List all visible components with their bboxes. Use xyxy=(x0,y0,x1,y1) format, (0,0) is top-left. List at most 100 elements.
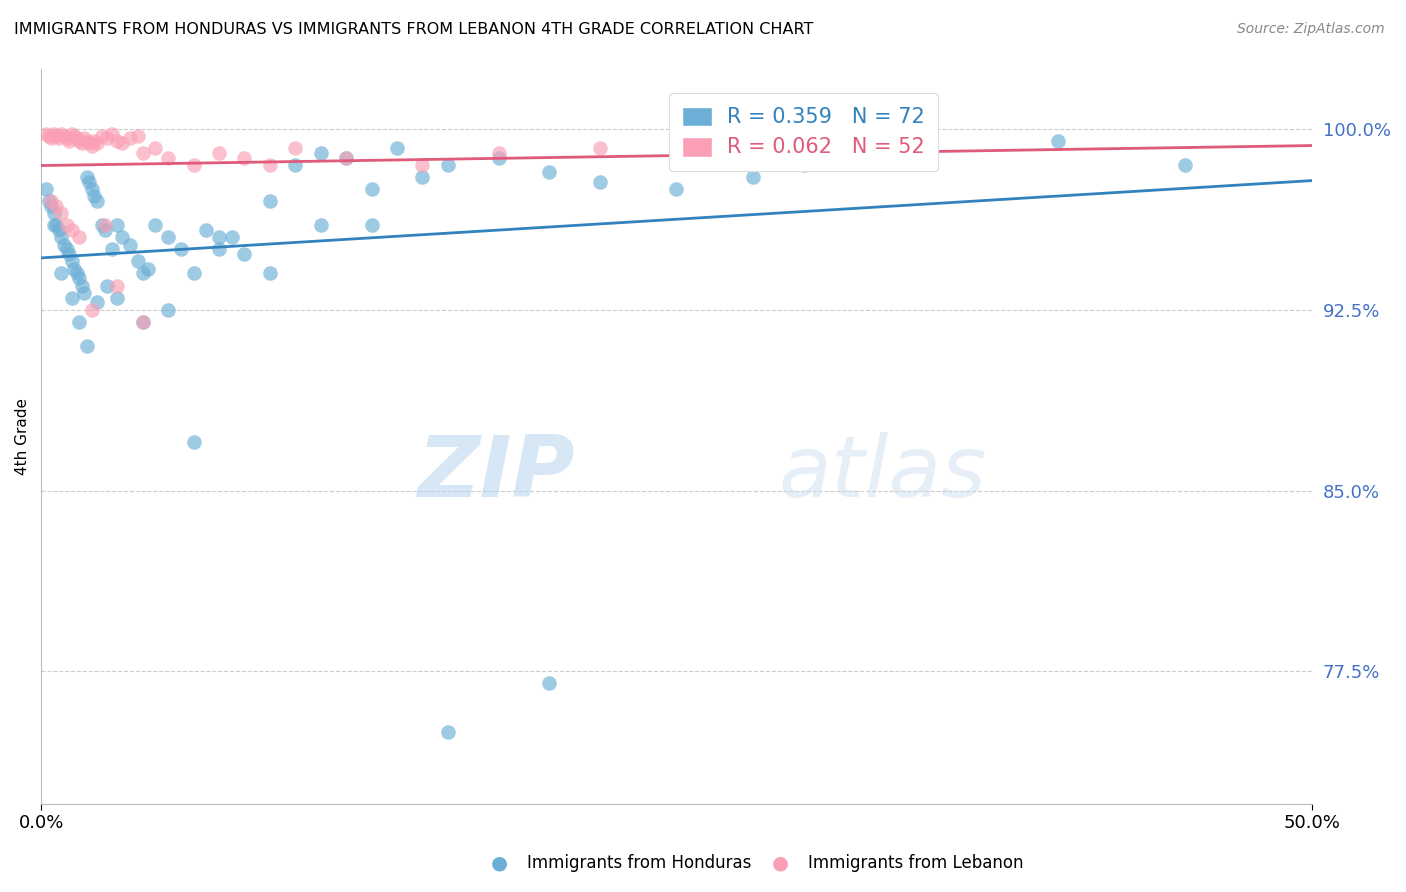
Point xyxy=(63,261,86,276)
Point xyxy=(67,230,90,244)
Point xyxy=(73,131,96,145)
Point xyxy=(53,129,76,144)
Point xyxy=(411,169,433,184)
Point xyxy=(39,199,62,213)
Point xyxy=(208,230,231,244)
Point xyxy=(741,169,763,184)
Point xyxy=(83,134,105,148)
Point xyxy=(45,129,67,144)
Point xyxy=(42,127,65,141)
Point xyxy=(120,131,142,145)
Point xyxy=(67,134,90,148)
Point xyxy=(132,267,155,281)
Point xyxy=(66,267,89,281)
Point xyxy=(79,136,101,151)
Point xyxy=(83,189,105,203)
Point xyxy=(42,219,65,233)
Point xyxy=(80,302,103,317)
Point xyxy=(93,223,115,237)
Text: ●: ● xyxy=(491,854,508,872)
Point xyxy=(70,136,93,151)
Point xyxy=(35,182,58,196)
Point xyxy=(132,315,155,329)
Point xyxy=(111,230,134,244)
Point xyxy=(436,158,458,172)
Point xyxy=(86,136,108,151)
Point xyxy=(195,223,218,237)
Point xyxy=(58,134,80,148)
Point xyxy=(55,131,77,145)
Point xyxy=(45,219,67,233)
Point xyxy=(741,145,763,160)
Point xyxy=(86,295,108,310)
Y-axis label: 4th Grade: 4th Grade xyxy=(15,398,30,475)
Point xyxy=(145,219,167,233)
Point xyxy=(60,291,83,305)
Point xyxy=(335,151,357,165)
Point xyxy=(80,138,103,153)
Point xyxy=(35,127,58,141)
Point xyxy=(51,230,73,244)
Text: ZIP: ZIP xyxy=(418,432,575,515)
Point xyxy=(51,127,73,141)
Text: IMMIGRANTS FROM HONDURAS VS IMMIGRANTS FROM LEBANON 4TH GRADE CORRELATION CHART: IMMIGRANTS FROM HONDURAS VS IMMIGRANTS F… xyxy=(14,22,814,37)
Point xyxy=(920,145,942,160)
Point xyxy=(157,302,180,317)
Point xyxy=(58,247,80,261)
Point xyxy=(183,435,205,450)
Point xyxy=(80,182,103,196)
Point xyxy=(70,278,93,293)
Point xyxy=(411,158,433,172)
Point xyxy=(208,145,231,160)
Text: Immigrants from Lebanon: Immigrants from Lebanon xyxy=(808,855,1024,872)
Point xyxy=(105,291,128,305)
Point xyxy=(360,219,382,233)
Point xyxy=(309,219,332,233)
Text: Source: ZipAtlas.com: Source: ZipAtlas.com xyxy=(1237,22,1385,37)
Point xyxy=(208,243,231,257)
Text: Immigrants from Honduras: Immigrants from Honduras xyxy=(527,855,752,872)
Point xyxy=(76,169,98,184)
Point xyxy=(96,131,118,145)
Point xyxy=(183,158,205,172)
Point xyxy=(76,339,98,353)
Point xyxy=(488,145,510,160)
Text: ●: ● xyxy=(772,854,789,872)
Point xyxy=(38,129,60,144)
Point xyxy=(1174,158,1197,172)
Point xyxy=(360,182,382,196)
Point xyxy=(589,175,612,189)
Point xyxy=(53,237,76,252)
Point xyxy=(105,219,128,233)
Point xyxy=(665,151,688,165)
Point xyxy=(284,158,307,172)
Point xyxy=(93,219,115,233)
Point xyxy=(309,145,332,160)
Point xyxy=(38,194,60,208)
Point xyxy=(127,129,149,144)
Point xyxy=(127,254,149,268)
Point xyxy=(120,237,142,252)
Point xyxy=(145,141,167,155)
Point xyxy=(793,158,815,172)
Point xyxy=(79,175,101,189)
Point xyxy=(259,194,281,208)
Point xyxy=(91,219,114,233)
Point xyxy=(170,243,193,257)
Point xyxy=(136,261,159,276)
Point xyxy=(63,129,86,144)
Point xyxy=(183,267,205,281)
Point xyxy=(51,267,73,281)
Point xyxy=(60,127,83,141)
Point xyxy=(538,676,561,690)
Point xyxy=(67,271,90,285)
Point xyxy=(233,247,256,261)
Point xyxy=(60,223,83,237)
Point xyxy=(101,243,124,257)
Point xyxy=(132,315,155,329)
Point xyxy=(105,134,128,148)
Point xyxy=(91,129,114,144)
Point xyxy=(73,285,96,300)
Point xyxy=(55,243,77,257)
Point xyxy=(1046,134,1069,148)
